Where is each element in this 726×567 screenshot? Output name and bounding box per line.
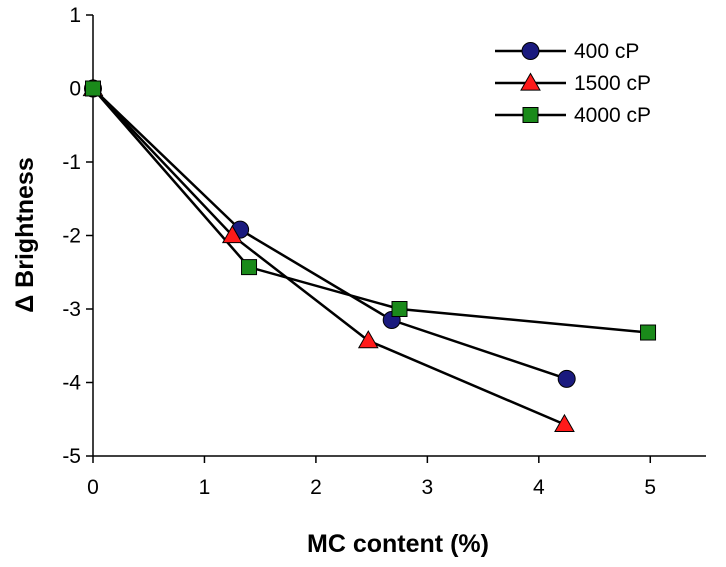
legend-marker [522,107,539,123]
x-tick-label: 0 [87,476,99,499]
data-point-400-cP [557,369,576,388]
y-tick-label: -5 [62,445,81,468]
y-tick-label: -4 [62,372,81,395]
legend-marker [521,42,540,60]
legend-marker [520,72,541,91]
x-tick-label: 2 [310,476,322,499]
y-tick-label: -2 [62,225,81,248]
y-tick-label: -3 [62,298,81,321]
data-point-4000-cP [85,80,101,97]
y-tick-label: 1 [69,4,81,27]
data-point-4000-cP [241,259,258,276]
x-tick-label: 1 [199,476,211,499]
data-point-4000-cP [640,324,657,341]
data-point-1500-cP [221,224,243,244]
legend-label: 1500 cP [574,72,651,95]
x-tick-label: 5 [644,476,656,499]
x-tick-label: 4 [533,476,545,499]
data-point-4000-cP [391,301,408,317]
y-tick-label: 0 [69,78,81,101]
data-point-1500-cP [357,330,379,349]
y-tick-label: -1 [62,151,81,174]
x-axis-title: MC content (%) [307,530,489,558]
legend-label: 4000 cP [574,104,651,127]
series-line-400-cP [92,87,568,381]
series-line-4000-cP [92,87,649,334]
data-point-1500-cP [554,413,575,433]
x-tick-label: 3 [422,476,434,499]
series-line-1500-cP [92,87,565,426]
y-axis-title: Δ Brightness [11,157,39,313]
legend-label: 400 cP [574,40,639,63]
